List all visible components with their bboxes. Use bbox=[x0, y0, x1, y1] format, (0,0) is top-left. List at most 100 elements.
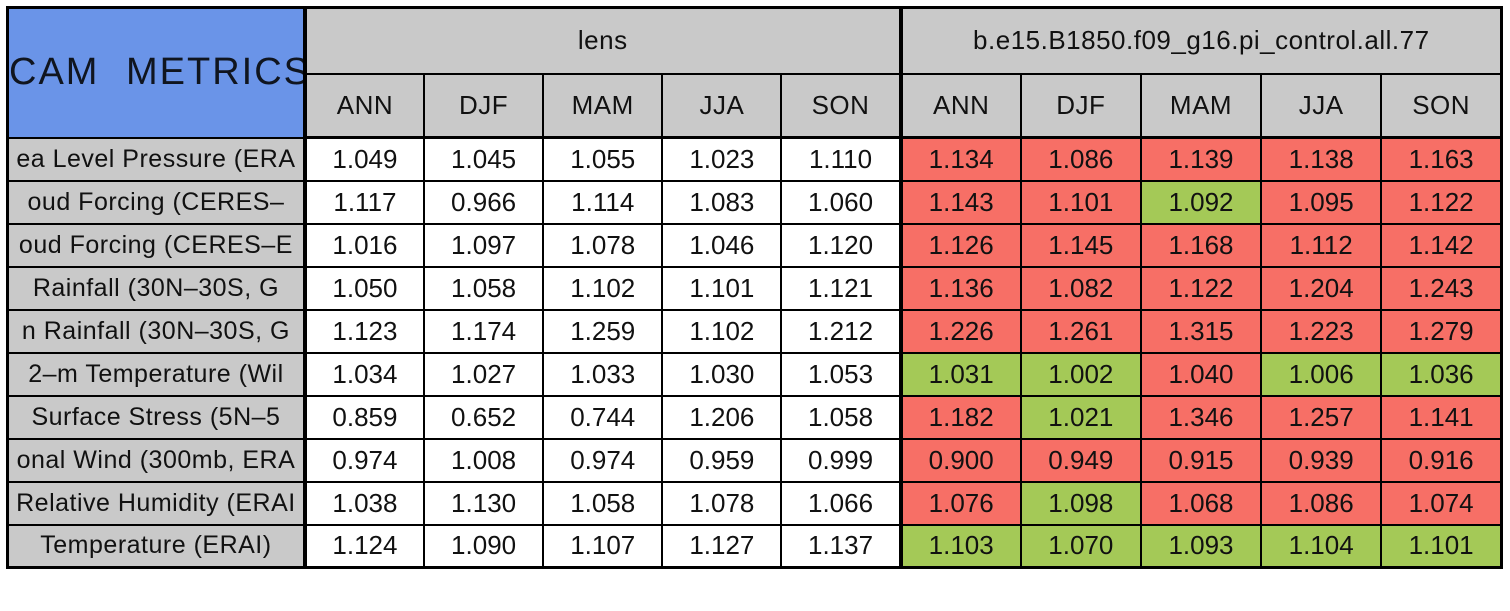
control-value-cell: 1.036 bbox=[1380, 351, 1503, 397]
lens-value-cell: 1.130 bbox=[423, 480, 545, 526]
control-value-cell: 1.139 bbox=[1139, 136, 1263, 182]
control-value-cell: 1.257 bbox=[1260, 394, 1383, 440]
metric-label-cell: 2–m Temperature (Wil bbox=[6, 351, 307, 397]
lens-value-cell: 1.053 bbox=[780, 351, 902, 397]
control-value-cell: 1.141 bbox=[1380, 394, 1503, 440]
metric-label-cell: Surface Stress (5N–5 bbox=[6, 394, 307, 440]
lens-value-cell: 1.030 bbox=[661, 351, 783, 397]
control-value-cell: 1.126 bbox=[898, 222, 1022, 268]
table-row: ea Level Pressure (ERA 1.049 1.045 1.055 1.0… bbox=[6, 136, 1503, 182]
lens-value-cell: 1.046 bbox=[661, 222, 783, 268]
lens-value-cell: 1.045 bbox=[423, 136, 545, 182]
lens-value-cell: 1.055 bbox=[542, 136, 664, 182]
lens-value-cell: 1.137 bbox=[780, 523, 902, 569]
control-value-cell: 1.101 bbox=[1019, 179, 1142, 225]
season-header-jja: JJA bbox=[1260, 72, 1383, 139]
control-value-cell: 1.076 bbox=[898, 480, 1022, 526]
season-header-mam: MAM bbox=[1139, 72, 1263, 139]
control-value-cell: 1.112 bbox=[1260, 222, 1383, 268]
control-value-cell: 1.086 bbox=[1260, 480, 1383, 526]
control-value-cell: 1.092 bbox=[1139, 179, 1263, 225]
control-value-cell: 1.243 bbox=[1380, 265, 1503, 311]
lens-value-cell: 1.083 bbox=[661, 179, 783, 225]
cam-metrics-table: CAM METRICS lens b.e15.B1850.f09_g16.pi_… bbox=[6, 6, 1503, 569]
control-value-cell: 0.939 bbox=[1260, 437, 1383, 483]
control-value-cell: 1.040 bbox=[1139, 351, 1263, 397]
control-value-cell: 1.136 bbox=[898, 265, 1022, 311]
season-header-son: SON bbox=[780, 72, 902, 139]
lens-value-cell: 1.016 bbox=[302, 222, 426, 268]
control-value-cell: 1.070 bbox=[1019, 523, 1142, 569]
control-value-cell: 1.226 bbox=[898, 308, 1022, 354]
lens-value-cell: 0.652 bbox=[423, 394, 545, 440]
control-value-cell: 1.279 bbox=[1380, 308, 1503, 354]
lens-value-cell: 1.259 bbox=[542, 308, 664, 354]
table-row: oud Forcing (CERES–E 1.016 1.097 1.078 1.046… bbox=[6, 222, 1503, 268]
lens-value-cell: 1.114 bbox=[542, 179, 664, 225]
lens-value-cell: 1.034 bbox=[302, 351, 426, 397]
lens-value-cell: 0.974 bbox=[542, 437, 664, 483]
control-value-cell: 1.101 bbox=[1380, 523, 1503, 569]
metric-label-cell: Rainfall (30N–30S, G bbox=[6, 265, 307, 311]
lens-value-cell: 1.123 bbox=[302, 308, 426, 354]
table-row: oud Forcing (CERES– 1.117 0.966 1.114 1.083 1… bbox=[6, 179, 1503, 225]
control-value-cell: 1.122 bbox=[1380, 179, 1503, 225]
control-value-cell: 1.315 bbox=[1139, 308, 1263, 354]
season-header-ann: ANN bbox=[302, 72, 426, 139]
lens-value-cell: 1.102 bbox=[661, 308, 783, 354]
lens-value-cell: 1.101 bbox=[661, 265, 783, 311]
table-row: Temperature (ERAI) 1.124 1.090 1.107 1.127 1.… bbox=[6, 523, 1503, 569]
control-value-cell: 1.346 bbox=[1139, 394, 1263, 440]
control-value-cell: 1.168 bbox=[1139, 222, 1263, 268]
control-value-cell: 0.915 bbox=[1139, 437, 1263, 483]
lens-value-cell: 1.206 bbox=[661, 394, 783, 440]
control-value-cell: 1.134 bbox=[898, 136, 1022, 182]
control-value-cell: 1.163 bbox=[1380, 136, 1503, 182]
lens-value-cell: 1.008 bbox=[423, 437, 545, 483]
control-value-cell: 1.261 bbox=[1019, 308, 1142, 354]
control-value-cell: 0.916 bbox=[1380, 437, 1503, 483]
control-value-cell: 1.093 bbox=[1139, 523, 1263, 569]
lens-value-cell: 1.127 bbox=[661, 523, 783, 569]
control-value-cell: 1.082 bbox=[1019, 265, 1142, 311]
lens-value-cell: 1.110 bbox=[780, 136, 902, 182]
lens-value-cell: 1.120 bbox=[780, 222, 902, 268]
control-value-cell: 1.002 bbox=[1019, 351, 1142, 397]
control-value-cell: 1.006 bbox=[1260, 351, 1383, 397]
control-value-cell: 1.098 bbox=[1019, 480, 1142, 526]
control-value-cell: 1.021 bbox=[1019, 394, 1142, 440]
metric-label-cell: oud Forcing (CERES–E bbox=[6, 222, 307, 268]
lens-value-cell: 1.090 bbox=[423, 523, 545, 569]
lens-value-cell: 0.744 bbox=[542, 394, 664, 440]
lens-value-cell: 1.117 bbox=[302, 179, 426, 225]
control-value-cell: 1.223 bbox=[1260, 308, 1383, 354]
lens-value-cell: 1.033 bbox=[542, 351, 664, 397]
lens-value-cell: 1.102 bbox=[542, 265, 664, 311]
lens-value-cell: 1.049 bbox=[302, 136, 426, 182]
lens-value-cell: 1.058 bbox=[780, 394, 902, 440]
table-row: n Rainfall (30N–30S, G 1.123 1.174 1.259 1.1… bbox=[6, 308, 1503, 354]
metric-label-cell: onal Wind (300mb, ERA bbox=[6, 437, 307, 483]
metric-label-cell: oud Forcing (CERES– bbox=[6, 179, 307, 225]
season-header-son: SON bbox=[1380, 72, 1503, 139]
control-value-cell: 1.143 bbox=[898, 179, 1022, 225]
control-value-cell: 1.086 bbox=[1019, 136, 1142, 182]
metric-label-cell: Temperature (ERAI) bbox=[6, 523, 307, 569]
control-value-cell: 1.074 bbox=[1380, 480, 1503, 526]
season-header-ann: ANN bbox=[898, 72, 1022, 139]
season-header-mam: MAM bbox=[542, 72, 664, 139]
table-row: Rainfall (30N–30S, G 1.050 1.058 1.102 1.101… bbox=[6, 265, 1503, 311]
lens-value-cell: 1.212 bbox=[780, 308, 902, 354]
season-header-row: ANN DJF MAM JJA SON ANN DJF MAM JJA SON bbox=[8, 72, 1503, 139]
lens-value-cell: 1.078 bbox=[661, 480, 783, 526]
control-value-cell: 1.104 bbox=[1260, 523, 1383, 569]
lens-value-cell: 1.038 bbox=[302, 480, 426, 526]
lens-value-cell: 1.058 bbox=[542, 480, 664, 526]
group-header-lens: lens bbox=[303, 6, 902, 75]
lens-value-cell: 1.097 bbox=[423, 222, 545, 268]
control-value-cell: 1.204 bbox=[1260, 265, 1383, 311]
control-value-cell: 1.138 bbox=[1260, 136, 1383, 182]
control-value-cell: 0.949 bbox=[1019, 437, 1142, 483]
control-value-cell: 1.103 bbox=[898, 523, 1022, 569]
